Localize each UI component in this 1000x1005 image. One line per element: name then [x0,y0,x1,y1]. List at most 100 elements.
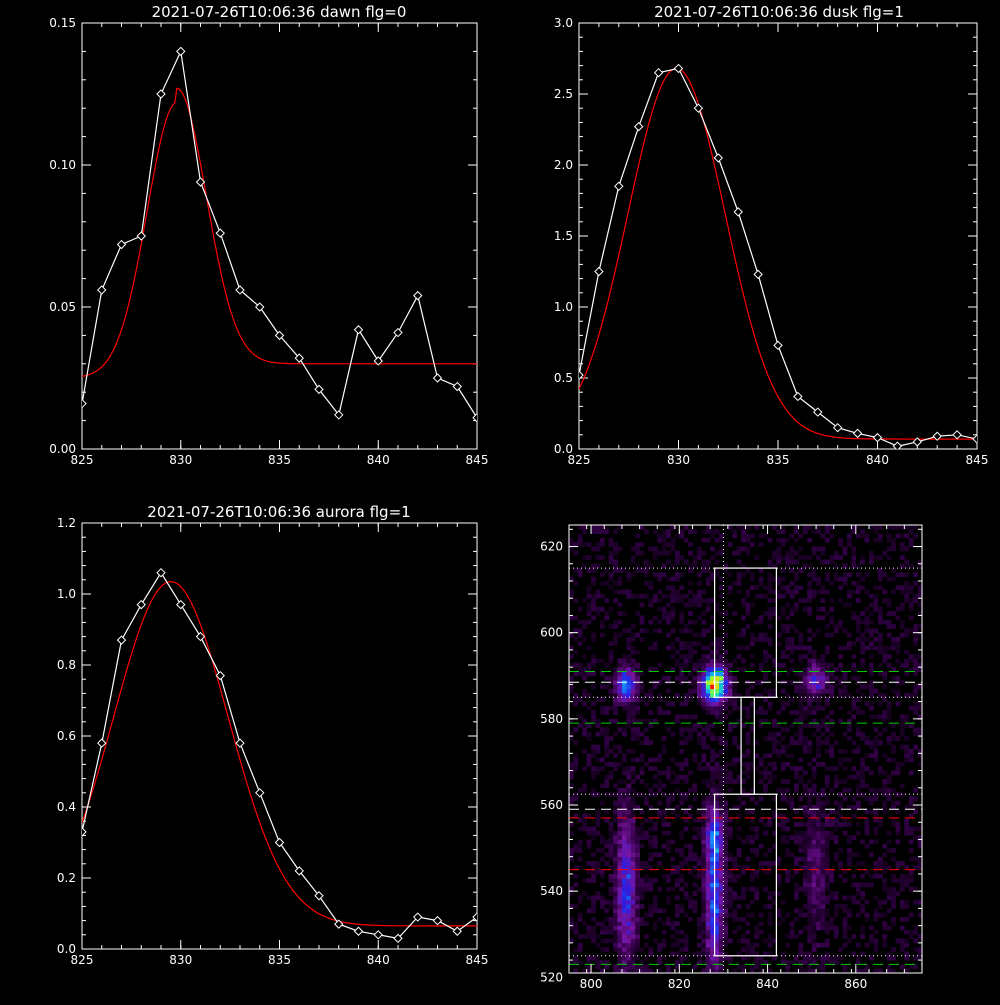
panel-image-pixel [683,779,689,784]
panel-image-pixel [727,886,733,892]
panel-image-pixel [816,895,821,901]
panel-image-pixel [683,740,689,746]
panel-image-pixel [802,675,808,681]
panel-image-pixel [736,951,742,957]
panel-image-pixel [820,654,826,659]
panel-image-pixel [714,796,720,802]
panel-image-pixel [763,688,768,694]
panel-image-pixel [674,637,680,642]
panel-image-pixel [820,856,826,862]
panel-image-pixel [719,533,724,539]
panel-image-pixel [652,645,658,651]
panel-image-pixel [794,861,799,866]
panel-image-pixel [891,723,896,728]
panel-image-pixel [877,537,883,543]
panel-image-pixel [785,671,790,677]
panel-image-pixel [604,727,610,733]
panel-image-pixel [604,615,610,621]
panel-image-pixel [622,835,627,840]
panel-image-pixel [745,550,751,556]
panel-image-pixel [688,611,693,616]
panel-image-pixel [904,917,910,922]
panel-image-pixel [657,908,663,914]
panel-image-pixel [811,895,817,901]
panel-image-pixel [798,951,804,957]
panel-image-pixel [674,938,680,944]
panel-image-pixel [626,792,632,797]
panel-image-pixel [913,693,918,698]
panel-aurora-data-point [274,837,285,848]
panel-image-pixel [719,873,724,879]
panel-image-pixel [749,654,755,659]
panel-image-pixel [816,886,821,892]
panel-image-pixel [798,766,804,771]
panel-image-pixel [679,873,685,879]
panel-image-pixel [608,705,614,711]
panel-image-pixel [882,684,888,690]
panel-image-pixel [644,693,649,698]
panel-image-pixel [824,589,830,595]
panel-image-pixel [855,697,861,702]
panel-image-pixel [727,878,733,883]
panel-image-pixel [882,843,888,849]
panel-image-pixel [701,899,707,905]
panel-image-pixel [824,697,830,702]
panel-image-pixel [780,787,786,793]
panel-image-pixel [723,740,729,746]
panel-image-pixel [833,550,839,556]
panel-image-pixel [780,611,786,616]
panel-image-pixel [591,632,596,638]
panel-image-pixel [860,533,865,539]
panel-image-pixel [816,861,821,866]
panel-image-pixel [798,568,804,573]
panel-aurora-ytick-label: 0.0 [57,942,76,956]
panel-image-pixel [595,921,601,926]
panel-image-pixel [595,697,601,702]
panel-image-pixel [714,710,720,715]
panel-image-pixel [705,761,711,767]
panel-image-pixel [802,606,808,612]
panel-image-pixel [683,525,689,530]
panel-image-pixel [652,843,658,849]
panel-image-pixel [829,555,835,560]
panel-image-pixel [776,912,782,918]
panel-image-pixel [714,714,720,720]
panel-image-pixel [824,960,830,965]
panel-image-pixel [776,550,782,556]
panel-image-pixel [591,593,596,599]
panel-image-pixel [816,662,821,668]
panel-image-pixel [639,628,645,634]
panel-image-pixel [736,865,742,870]
panel-image-pixel [635,968,640,974]
panel-image-pixel [745,955,751,961]
panel-image-pixel [577,895,583,901]
panel-image-pixel [630,736,636,741]
panel-image-pixel [763,774,768,780]
panel-image-pixel [741,563,746,569]
panel-image-pixel [877,533,883,539]
panel-image-pixel [749,886,755,892]
panel-image-pixel [772,938,777,944]
panel-image-pixel [723,886,729,892]
panel-image-pixel [891,787,896,793]
panel-image-pixel [622,947,627,952]
panel-image-pixel [732,550,738,556]
panel-image-pixel [652,783,658,789]
panel-image-pixel [701,671,707,677]
panel-image-pixel [767,693,773,698]
panel-image-pixel [899,533,905,539]
panel-image-pixel [723,822,729,827]
panel-image-pixel [573,921,579,926]
panel-image-pixel [763,611,768,616]
panel-image-pixel [758,533,764,539]
panel-image-pixel [886,968,892,974]
panel-image-pixel [630,701,636,707]
panel-image-pixel [758,861,764,866]
panel-image-pixel [860,649,865,655]
panel-image-pixel [723,805,729,810]
panel-image-pixel [577,628,583,634]
panel-image-pixel [714,662,720,668]
panel-image-pixel [697,589,702,595]
panel-image-pixel [763,710,768,715]
panel-image-pixel [679,628,685,634]
